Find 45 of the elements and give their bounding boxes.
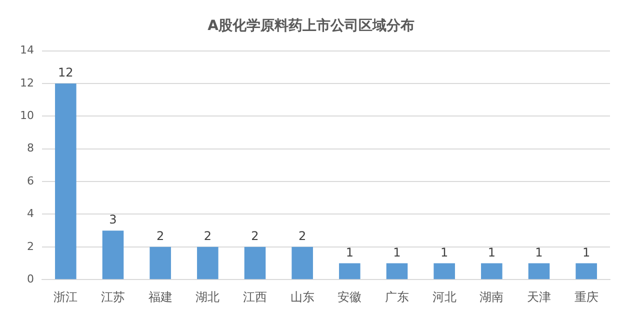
y-tick-label: 6	[26, 174, 34, 188]
data-label: 3	[109, 212, 117, 227]
chart-title: A股化学原料药上市公司区域分布	[208, 17, 414, 34]
x-tick-label: 山东	[290, 290, 314, 304]
y-tick-label: 10	[20, 109, 34, 122]
bar	[102, 230, 124, 280]
data-label: 2	[156, 229, 164, 244]
y-tick-label: 4	[26, 207, 34, 220]
bar	[197, 246, 218, 280]
x-tick-label: 湖北	[196, 290, 220, 304]
data-label: 1	[346, 245, 354, 260]
x-tick-label: 广东	[385, 290, 409, 304]
x-tick-label: 天津	[527, 290, 551, 304]
x-tick-label: 安徽	[338, 290, 362, 304]
x-tick-label: 福建	[148, 290, 172, 304]
bar	[150, 246, 171, 280]
bar	[528, 263, 550, 280]
data-label: 1	[488, 245, 496, 260]
bar	[55, 83, 76, 280]
x-tick-label: 重庆	[574, 290, 598, 304]
y-tick-label: 14	[20, 44, 34, 57]
bar	[244, 246, 266, 280]
data-label: 2	[251, 229, 259, 244]
x-tick-label: 湖南	[480, 290, 504, 304]
x-tick-label: 江苏	[100, 290, 125, 304]
data-label: 2	[204, 229, 212, 244]
bar	[481, 263, 502, 280]
bar	[434, 263, 455, 280]
y-tick-label: 2	[26, 240, 34, 253]
data-label: 2	[298, 229, 306, 244]
y-tick-label: 12	[20, 76, 34, 90]
bar	[339, 263, 360, 280]
data-label: 12	[58, 66, 74, 80]
bar	[576, 263, 597, 280]
y-tick-label: 0	[26, 272, 34, 286]
bar	[292, 246, 313, 280]
data-label: 1	[535, 245, 543, 260]
data-label: 1	[582, 245, 590, 260]
x-tick-label: 河北	[432, 290, 456, 304]
x-tick-label: 江西	[243, 290, 267, 304]
bar	[386, 263, 408, 280]
x-tick-label: 浙江	[54, 290, 78, 304]
data-label: 1	[440, 245, 448, 260]
data-label: 1	[393, 245, 401, 260]
y-tick-label: 8	[26, 142, 34, 155]
